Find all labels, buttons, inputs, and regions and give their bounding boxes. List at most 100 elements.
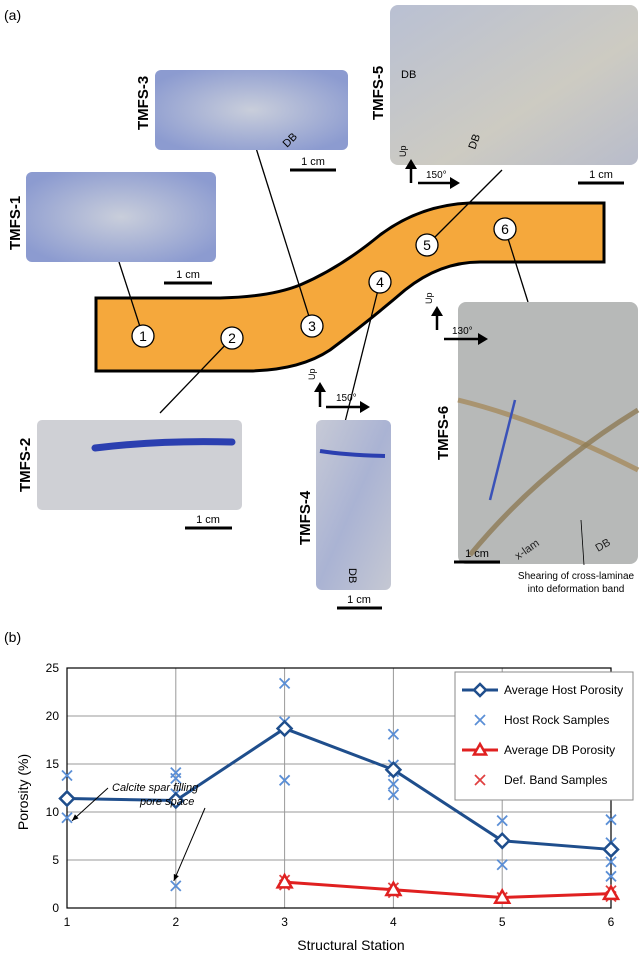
sample-point [278,774,291,786]
y-tick-label: 15 [46,757,60,771]
sample-tmfs-1: TMFS-1 1 cm [7,172,216,285]
average-point [602,840,620,859]
db-label: DB [346,568,358,583]
panel-a-label: (a) [4,7,21,23]
series-line [284,880,612,899]
y-tick-label: 10 [46,805,60,819]
up-label: Up [398,145,408,157]
sample-point [61,812,73,824]
deformation-band-stain [319,449,386,458]
calcite-annotation: Calcite spar filling pore space [112,782,199,808]
y-tick-label: 25 [46,661,60,675]
sample-point [605,870,617,882]
azimuth-label: 150° [426,170,447,181]
x-tick-label: 1 [64,915,71,929]
average-point [493,832,511,850]
sample-tmfs-5: DB DB TMFS-5 1 cm Up 150° [370,5,638,189]
up-arrow-icon [431,306,443,316]
average-point [384,760,403,779]
arrow-right-icon [478,333,488,345]
deformation-band-stain [91,438,236,452]
average-point [601,884,621,901]
sample-point [605,814,617,826]
sample-point [278,677,291,689]
sample-point [61,769,73,782]
sample-point [387,728,400,740]
chart-legend: Average Host Porosity Host Rock Samples Av… [454,671,634,801]
sample-image-tmfs-5 [390,5,638,165]
x-stroke [278,677,291,689]
azimuth-label: 150° [336,393,357,404]
scale-label: 1 cm [301,156,325,168]
average-point [167,791,185,810]
note-background [515,567,637,597]
station-6: 6 [501,221,509,237]
x-stroke [387,728,400,740]
y-tick-label: 20 [46,709,60,723]
legend-box [454,671,634,801]
sample-label-tmfs-4: TMFS-4 [297,490,314,545]
scale-label: 1 cm [196,514,220,526]
note-leader [580,519,585,566]
azimuth-label: 130° [452,326,473,337]
average-point [493,887,512,904]
up-arrow-icon [314,382,326,392]
y-tick-label: 5 [52,853,59,867]
x-stroke [496,859,508,871]
x-stroke [170,772,182,785]
sample-point [605,856,617,868]
station-5: 5 [423,237,431,253]
sample-point [496,859,508,871]
sample-point [170,880,182,892]
legend-triangle-icon [471,741,489,756]
x-stroke [605,870,617,882]
x-stroke [605,856,617,868]
sample-label-tmfs-3: TMFS-3 [135,76,152,130]
panel-b-label: (b) [4,629,21,645]
x-tick-label: 5 [499,915,506,929]
annotation-line-2: pore space [139,796,194,808]
y-axis-title: Porosity (%) [15,754,31,830]
average-point [275,872,294,889]
scale-label: 1 cm [589,169,613,181]
connector-lines [118,147,529,423]
x-tick-label: 3 [281,915,288,929]
y-tick-label: 0 [52,901,59,915]
x-tick-label: 2 [172,915,179,929]
db-label: DB [467,133,484,151]
up-label: Up [424,292,434,304]
legend-label: Average Host Porosity [504,683,623,697]
arrow-head-icon [173,873,179,881]
scale-label: 1 cm [347,594,371,606]
db-label: DB [401,69,416,81]
arrow-right-icon [360,401,370,413]
legend-diamond-icon [472,682,488,698]
x-stroke [474,714,486,726]
station-markers: 1 2 3 4 5 6 [131,217,517,350]
up-arrow-icon [405,159,417,169]
sample-point [387,789,400,801]
x-tick-label: 4 [390,915,397,929]
scale-label: 1 cm [465,548,489,560]
annotation-arrow [173,807,206,882]
legend-label: Average DB Porosity [504,743,615,757]
x-stroke [474,774,486,786]
x-tick-label: 6 [608,915,615,929]
annotation-line-1: Calcite spar filling [112,782,199,794]
annotation-arrow [71,787,109,822]
x-stroke [496,815,508,827]
average-point [384,880,403,897]
sample-label-tmfs-5: TMFS-5 [370,66,387,120]
sample-image-tmfs-1 [26,172,216,262]
sample-image-tmfs-2 [37,420,242,510]
sample-tmfs-2: TMFS-2 1 cm [17,420,242,530]
sample-tmfs-3: DB TMFS-3 1 cm [135,70,348,172]
sample-label-tmfs-2: TMFS-2 [17,438,34,492]
up-label: Up [307,368,317,380]
sample-tmfs-6: x-lam DB TMFS-6 1 cm Shearing of cross-l… [424,292,640,597]
x-axis-title: Structural Station [297,937,404,953]
arrow-right-icon [450,177,460,189]
sample-point [496,815,508,827]
average-point [58,789,76,808]
